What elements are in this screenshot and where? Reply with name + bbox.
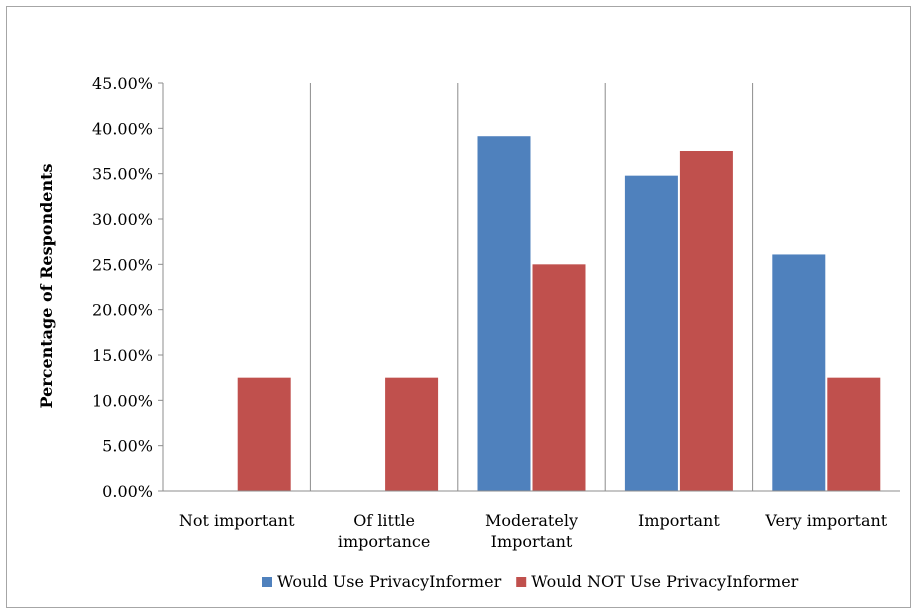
y-tick-label: 20.00% xyxy=(92,301,153,320)
bars xyxy=(237,136,881,492)
bar-would-not-use xyxy=(827,377,881,491)
x-tick-label: Of little importance xyxy=(338,511,431,551)
y-tick-label: 45.00% xyxy=(92,74,153,93)
category-separators xyxy=(309,83,754,491)
x-tick-label: Moderately Important xyxy=(485,511,578,551)
x-tick-label: Not important xyxy=(179,511,295,530)
y-tick-label: 10.00% xyxy=(92,391,153,410)
x-tick-label: Important xyxy=(638,511,720,530)
x-tick-labels: Not important Of little importance Moderate… xyxy=(179,511,888,551)
legend-label: Would NOT Use PrivacyInformer xyxy=(531,572,798,591)
y-tick-label: 5.00% xyxy=(102,437,153,456)
y-tick-label: 25.00% xyxy=(92,255,153,274)
bar-would-use xyxy=(477,136,531,492)
bar-would-use xyxy=(772,254,826,491)
legend-swatch xyxy=(516,577,527,587)
x-tick-label: Very important xyxy=(764,511,887,530)
bar-would-not-use xyxy=(679,151,733,491)
y-tick-labels: 0.00% 5.00% 10.00% 15.00% 20.00% 25.00% 30.00%… xyxy=(92,74,163,501)
bar-would-not-use xyxy=(385,377,439,491)
legend-swatch xyxy=(262,577,272,587)
y-axis-title: Percentage of Respondents xyxy=(37,164,56,409)
y-tick-label: 40.00% xyxy=(92,119,153,138)
y-tick-label: 15.00% xyxy=(92,346,153,365)
legend-label: Would Use PrivacyInformer xyxy=(277,572,502,591)
chart-frame xyxy=(6,6,911,608)
y-tick-label: 0.00% xyxy=(102,482,153,501)
bar-would-use xyxy=(624,175,678,492)
y-tick-label: 35.00% xyxy=(92,165,153,184)
axes xyxy=(162,83,900,492)
legend: Would Use PrivacyInformer Would NOT Use P… xyxy=(262,572,799,591)
bar-would-not-use xyxy=(532,264,586,491)
y-tick-label: 30.00% xyxy=(92,210,153,229)
bar-would-not-use xyxy=(237,377,291,491)
